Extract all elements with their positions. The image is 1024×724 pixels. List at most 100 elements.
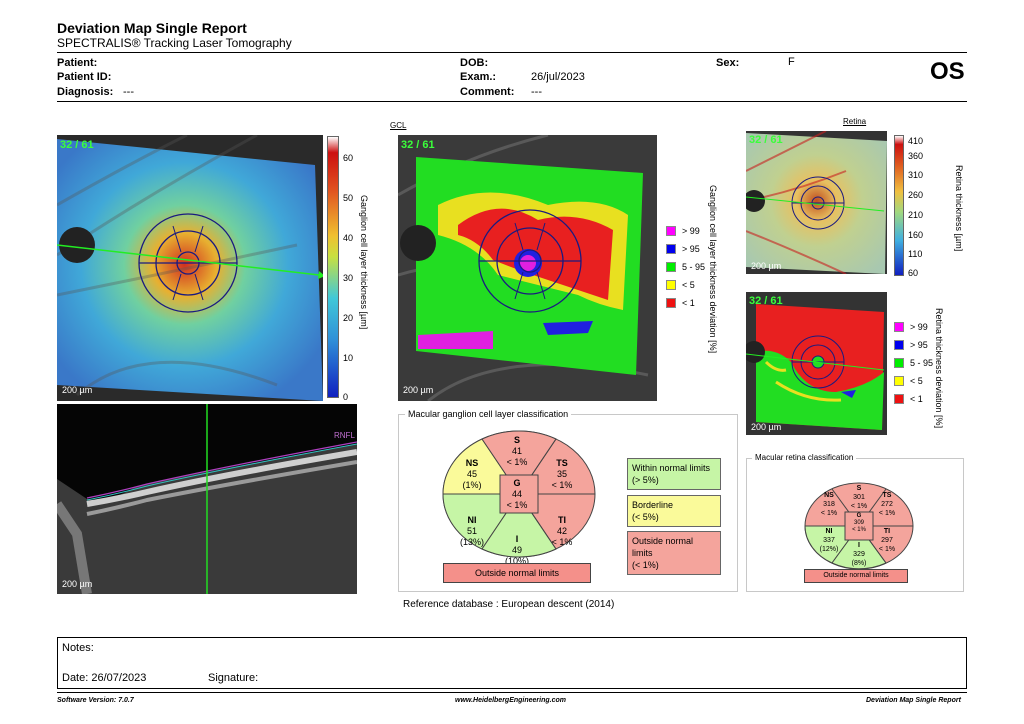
gcl-colorbar-label: Ganglion cell layer thickness [µm] [359, 195, 369, 330]
retina-section-title: Retina [843, 117, 867, 126]
retina-sector-ni: NI 337 (12%) [819, 528, 839, 553]
legend-swatch-red [894, 394, 904, 404]
key-outside-normal: Outside normal limits (< 1%) [627, 531, 721, 575]
dob-label: DOB: [460, 57, 489, 69]
retina-result-badge: Outside normal limits [804, 569, 908, 583]
gcl-colorbar [327, 136, 339, 398]
legend-swatch-yellow [666, 280, 676, 290]
retina-sector-s: S 301 < 1% [850, 485, 868, 510]
software-version: Software Version: 7.0.7 [57, 697, 134, 704]
retina-tick: 210 [908, 210, 924, 220]
retina-sector-chart [804, 482, 914, 570]
oct-bscan-image [57, 404, 357, 594]
exam-label: Exam.: [460, 71, 497, 83]
legend-swatch-yellow [894, 376, 904, 386]
sex-label: Sex: [716, 57, 740, 69]
gcl-sector-ni: NI 51 (13%) [459, 515, 484, 547]
legend-item: > 99 [894, 318, 933, 336]
retina-deviation-axis-label: Retina thickness deviation [%] [934, 308, 944, 429]
gcl-deviation-legend: > 99 > 95 5 - 95 < 5 < 1 [666, 222, 705, 312]
retina-deviation-map: 32 / 61 200 µm [746, 292, 887, 435]
gcl-tick: 30 [343, 273, 354, 283]
legend-item: > 99 [666, 222, 705, 240]
retina-map-scale: 200 µm [751, 261, 782, 271]
diagnosis-label: Diagnosis: [57, 86, 114, 98]
retina-thickness-map: 32 / 61 200 µm [746, 131, 887, 274]
gcl-deviation-axis-label: Ganglion cell layer thickness deviation … [708, 185, 718, 354]
patient-id-label: Patient ID: [57, 71, 112, 83]
notes-label: Notes: [62, 642, 94, 654]
retina-thickness-image [746, 131, 887, 274]
retina-colorbar [894, 135, 904, 276]
gcl-thickness-map: 32 / 61 200 µm [57, 135, 323, 401]
gcl-tick: 60 [343, 153, 354, 163]
retina-deviation-corner-label: 32 / 61 [749, 295, 783, 307]
gcl-sector-ti: TI 42 < 1% [551, 515, 573, 547]
header-divider-bottom [57, 101, 967, 102]
gcl-deviation-scale: 200 µm [403, 385, 434, 395]
legend-swatch-red [666, 298, 676, 308]
gcl-sector-ns: NS 45 (1%) [462, 458, 482, 490]
retina-tick: 260 [908, 190, 924, 200]
sex-value: F [788, 56, 795, 68]
legend-item: < 1 [666, 294, 705, 312]
retina-tick: 410 [908, 136, 924, 146]
key-borderline: Borderline (< 5%) [627, 495, 721, 527]
legend-item: 5 - 95 [666, 258, 705, 276]
legend-swatch-magenta [666, 226, 676, 236]
gcl-tick: 10 [343, 353, 354, 363]
oct-bscan: RNFL 200 µm [57, 404, 357, 594]
retina-sector-ti: TI 297 < 1% [878, 528, 896, 553]
legend-swatch-green [894, 358, 904, 368]
comment-label: Comment: [460, 86, 515, 98]
gcl-sector-i: I 49 (10%) [504, 534, 529, 566]
legend-item: > 95 [894, 336, 933, 354]
legend-item: 5 - 95 [894, 354, 933, 372]
gcl-section-title: GCL [390, 121, 407, 130]
gcl-deviation-corner-label: 32 / 61 [401, 139, 435, 151]
report-subtitle: SPECTRALIS® Tracking Laser Tomography [57, 36, 292, 50]
legend-swatch-blue [666, 244, 676, 254]
gcl-sector-chart [442, 430, 596, 558]
retina-deviation-scale: 200 µm [751, 422, 782, 432]
header-divider [57, 52, 967, 53]
gcl-tick: 40 [343, 233, 354, 243]
gcl-sector-g: G 44 < 1% [506, 478, 528, 510]
legend-swatch-magenta [894, 322, 904, 332]
retina-sector-ts: TS 272 < 1% [878, 492, 896, 517]
gcl-tick: 0 [343, 392, 349, 402]
retina-tick: 160 [908, 230, 924, 240]
retina-classification-title: Macular retina classification [752, 453, 857, 462]
footer-divider [57, 692, 967, 693]
notes-date: Date: 26/07/2023 [62, 672, 147, 684]
retina-classification-panel: Macular retina classification S 301 < 1% T… [746, 453, 964, 592]
gcl-thickness-image [57, 135, 323, 401]
reference-database: Reference database : European descent (2… [403, 599, 615, 610]
retina-colorbar-label: Retina thickness [µm] [954, 165, 964, 252]
retina-sector-g: G 309 < 1% [852, 513, 866, 533]
gcl-classification-title: Macular ganglion cell layer classificati… [405, 409, 572, 419]
gcl-map-corner-label: 32 / 61 [60, 139, 94, 151]
notes-box: Notes: Date: 26/07/2023 Signature: [57, 637, 967, 689]
retina-map-corner-label: 32 / 61 [749, 134, 783, 146]
gcl-result-badge: Outside normal limits [443, 563, 591, 583]
gcl-sector-ts: TS 35 < 1% [551, 458, 573, 490]
retina-sector-i: I 329 (8%) [851, 542, 867, 567]
retina-tick: 310 [908, 170, 924, 180]
retina-sector-ns: NS 318 < 1% [820, 492, 838, 517]
report-title: Deviation Map Single Report [57, 20, 247, 36]
retina-deviation-image [746, 304, 885, 430]
diagnosis-value: --- [123, 86, 134, 98]
retina-tick: 110 [908, 249, 923, 259]
exam-value: 26/jul/2023 [531, 71, 585, 83]
legend-item: < 5 [666, 276, 705, 294]
gcl-deviation-image [398, 135, 649, 401]
gcl-sector-s: S 41 < 1% [506, 435, 528, 467]
patient-label: Patient: [57, 57, 98, 69]
legend-item: > 95 [666, 240, 705, 258]
legend-item: < 1 [894, 390, 933, 408]
gcl-deviation-map: 32 / 61 200 µm [398, 135, 657, 401]
legend-swatch-green [666, 262, 676, 272]
retina-deviation-legend: > 99 > 95 5 - 95 < 5 < 1 [894, 318, 933, 408]
legend-swatch-blue [894, 340, 904, 350]
